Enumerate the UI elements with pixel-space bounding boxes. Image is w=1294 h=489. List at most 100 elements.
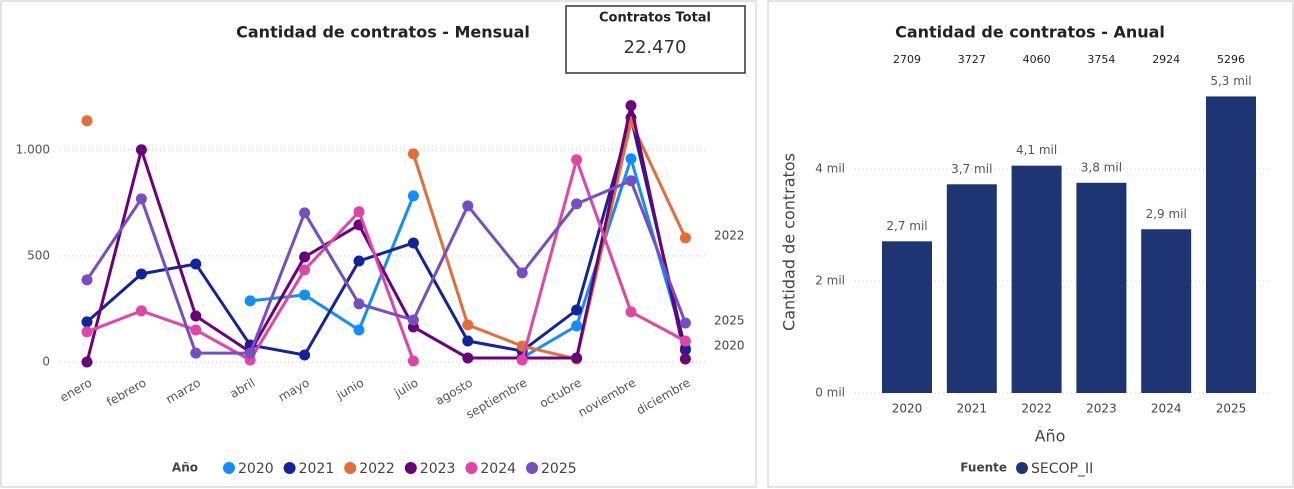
x-tick-label: 2020 bbox=[892, 402, 923, 416]
bar bbox=[1141, 229, 1192, 393]
total-label: 4060 bbox=[1023, 53, 1051, 66]
legend-title: Fuente bbox=[960, 461, 1007, 475]
y-tick-label: 1.000 bbox=[16, 142, 50, 156]
y-axis-label: Cantidad de contratos bbox=[780, 153, 799, 331]
y-tick-label: 0 bbox=[42, 355, 50, 369]
point bbox=[353, 324, 365, 336]
legend-label: 2025 bbox=[541, 461, 577, 477]
total-label: 5296 bbox=[1217, 53, 1245, 66]
point bbox=[353, 255, 365, 267]
card-value: 22.470 bbox=[624, 37, 687, 58]
point bbox=[679, 317, 691, 329]
x-tick-label: 2025 bbox=[1216, 402, 1247, 416]
point bbox=[462, 200, 474, 212]
x-tick-label: 2022 bbox=[1021, 402, 1052, 416]
point bbox=[516, 267, 528, 279]
legend-title: Año bbox=[172, 461, 198, 475]
total-label: 3754 bbox=[1087, 53, 1115, 66]
point bbox=[407, 190, 419, 202]
point bbox=[190, 310, 202, 322]
bar bbox=[946, 184, 997, 393]
x-tick-label: 2021 bbox=[957, 402, 988, 416]
series-line bbox=[86, 111, 687, 357]
value-label: 3,7 mil bbox=[951, 162, 992, 176]
point bbox=[244, 347, 256, 359]
legend-marker bbox=[465, 462, 478, 474]
card bbox=[565, 5, 746, 74]
x-tick-label: 2023 bbox=[1086, 402, 1117, 416]
legend-marker bbox=[1016, 462, 1028, 474]
point bbox=[571, 154, 583, 166]
point bbox=[299, 264, 311, 276]
point bbox=[81, 326, 93, 338]
series-line bbox=[85, 105, 687, 363]
total-label: 2709 bbox=[893, 53, 921, 66]
point bbox=[135, 193, 147, 205]
point bbox=[625, 100, 637, 112]
point bbox=[81, 316, 93, 328]
point bbox=[516, 354, 528, 366]
legend-marker bbox=[223, 462, 235, 474]
point bbox=[462, 352, 474, 364]
legend-label: 2020 bbox=[238, 461, 274, 477]
point bbox=[625, 306, 637, 318]
point bbox=[190, 258, 202, 270]
x-axis-label: Año bbox=[1035, 427, 1066, 446]
point bbox=[625, 175, 637, 187]
point bbox=[407, 237, 419, 249]
value-label: 4,1 mil bbox=[1016, 143, 1057, 157]
end-label: 2025 bbox=[714, 313, 745, 327]
x-tick-label: diciembre bbox=[634, 376, 693, 418]
bar bbox=[1076, 182, 1127, 393]
value-label: 3,8 mil bbox=[1081, 160, 1122, 174]
x-tick-label: abril bbox=[227, 376, 257, 401]
legend-marker bbox=[404, 462, 417, 474]
legend-marker bbox=[283, 462, 296, 474]
point bbox=[135, 305, 147, 317]
x-tick-label: junio bbox=[333, 376, 366, 403]
point bbox=[679, 353, 691, 365]
value-label: 2,7 mil bbox=[886, 219, 927, 233]
line-title: Cantidad de contratos - Mensual bbox=[236, 23, 530, 42]
x-tick-label: octubre bbox=[537, 376, 584, 411]
x-tick-label: julio bbox=[391, 376, 420, 401]
point bbox=[679, 232, 691, 244]
point bbox=[353, 206, 365, 218]
point bbox=[407, 314, 419, 326]
total-label: 3727 bbox=[958, 53, 986, 66]
point bbox=[190, 324, 202, 336]
y-tick-label: 4 mil bbox=[815, 162, 845, 176]
y-tick-label: 2 mil bbox=[815, 274, 845, 288]
legend-label: 2023 bbox=[420, 461, 456, 477]
bar-panel bbox=[767, 0, 1294, 488]
point bbox=[571, 304, 583, 316]
x-tick-label: 2024 bbox=[1151, 402, 1182, 416]
legend-marker bbox=[526, 462, 538, 474]
point bbox=[571, 320, 583, 332]
bar-title: Cantidad de contratos - Anual bbox=[895, 23, 1165, 42]
point bbox=[571, 352, 583, 364]
y-tick-label: 0 mil bbox=[815, 386, 845, 400]
point bbox=[81, 274, 93, 286]
bar bbox=[1206, 96, 1256, 393]
point bbox=[135, 144, 147, 156]
point bbox=[625, 153, 637, 165]
point bbox=[135, 268, 147, 280]
point bbox=[571, 198, 583, 210]
card-title: Contratos Total bbox=[599, 11, 711, 26]
x-tick-label: marzo bbox=[163, 376, 203, 407]
line-panel bbox=[0, 0, 757, 488]
point bbox=[190, 347, 202, 359]
point bbox=[679, 335, 691, 347]
point bbox=[81, 115, 93, 127]
legend-label: 2024 bbox=[480, 461, 516, 477]
series-line bbox=[85, 178, 687, 355]
point bbox=[407, 148, 419, 160]
x-tick-label: mayo bbox=[276, 376, 312, 405]
value-label: 2,9 mil bbox=[1146, 207, 1187, 221]
x-tick-label: septiembre bbox=[464, 376, 530, 422]
legend-label: 2021 bbox=[299, 461, 335, 477]
point bbox=[353, 298, 365, 310]
bar bbox=[1011, 165, 1062, 393]
